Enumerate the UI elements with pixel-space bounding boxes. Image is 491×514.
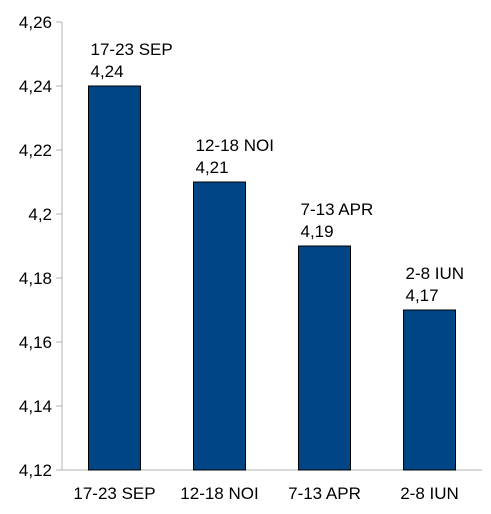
bar [298,245,351,471]
y-tick-label: 4,18 [19,269,52,288]
bar-value-label: 4,17 [406,286,439,305]
y-tick-label: 4,22 [19,141,52,160]
bars: 17-23 SEP 4,24 12-18 NOI 4,21 7-13 APR 4,19 2-… [88,40,465,471]
bar-value-label: 4,24 [91,62,124,81]
x-category-label: 12-18 NOI [180,484,258,503]
y-axis-ticks: 4,12 4,14 4,16 4,18 4,2 4,22 4,24 4,26 [19,13,62,480]
y-tick-label: 4,2 [28,205,52,224]
y-tick-label: 4,26 [19,13,52,32]
y-tick-label: 4,14 [19,397,52,416]
x-category-label: 17-23 SEP [73,484,155,503]
bar-category-label: 12-18 NOI [196,136,274,155]
y-tick-label: 4,12 [19,461,52,480]
y-tick-label: 4,24 [19,77,52,96]
x-category-label: 2-8 IUN [400,484,459,503]
bar [403,309,456,471]
bar-value-label: 4,21 [196,158,229,177]
bar [193,181,246,471]
x-category-label: 7-13 APR [288,484,361,503]
y-tick-label: 4,16 [19,333,52,352]
bar-category-label: 2-8 IUN [406,264,465,283]
bar-category-label: 17-23 SEP [91,40,173,59]
bar [88,85,141,471]
bar-value-label: 4,19 [301,222,334,241]
x-axis-categories: 17-23 SEP 12-18 NOI 7-13 APR 2-8 IUN [73,484,458,503]
bar-category-label: 7-13 APR [301,200,374,219]
